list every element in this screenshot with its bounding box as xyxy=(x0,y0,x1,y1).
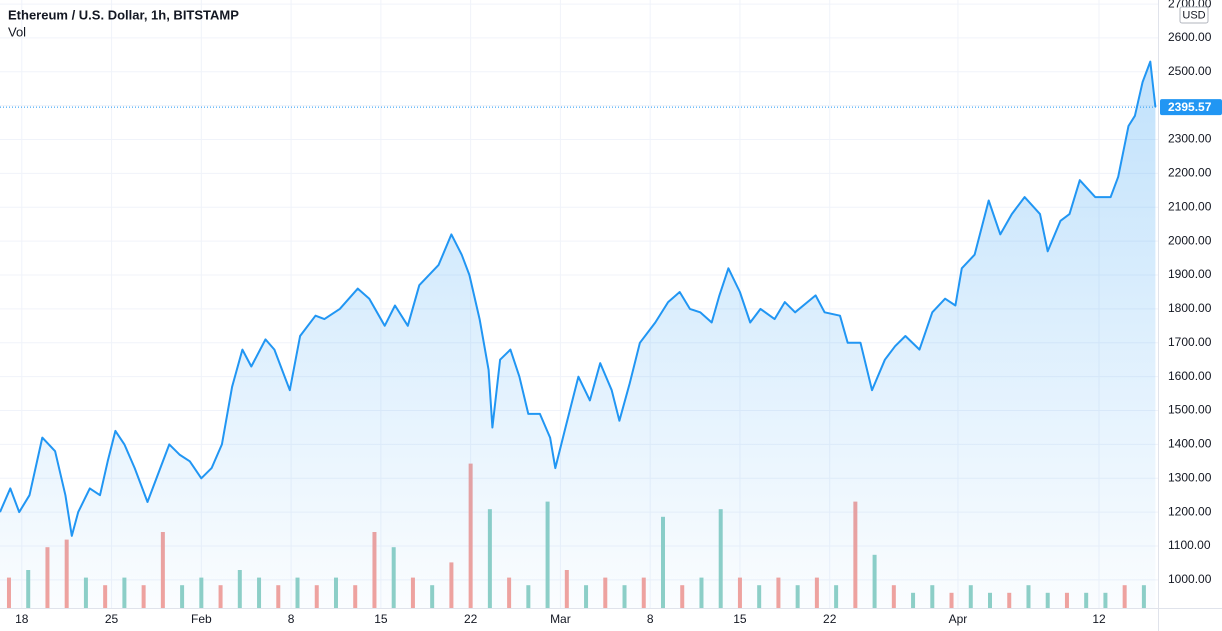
last-price-label: 2395.57 xyxy=(1168,100,1212,114)
chart-title: Ethereum / U.S. Dollar, 1h, BITSTAMP xyxy=(8,7,239,22)
y-tick-label: 2000.00 xyxy=(1168,233,1212,247)
x-tick-label: 12 xyxy=(1092,612,1106,626)
y-tick-label: 2300.00 xyxy=(1168,132,1212,146)
y-tick-label: 1500.00 xyxy=(1168,403,1212,417)
x-tick-label: 18 xyxy=(15,612,29,626)
unit-box xyxy=(1179,6,1209,24)
x-tick-label: Apr xyxy=(949,612,968,626)
x-tick-label: 15 xyxy=(733,612,747,626)
y-tick-label: 1800.00 xyxy=(1168,301,1212,315)
unit-label: USD xyxy=(1182,9,1205,21)
x-tick-label: 8 xyxy=(647,612,654,626)
y-tick-label: 1200.00 xyxy=(1168,504,1212,518)
x-tick-label: 22 xyxy=(464,612,478,626)
price xyxy=(0,60,1158,609)
y-tick-label: 2500.00 xyxy=(1168,64,1212,78)
x-tick-label: Mar xyxy=(550,612,571,626)
y-tick-label: 1900.00 xyxy=(1168,267,1212,281)
price-area xyxy=(0,61,1156,609)
y-tick-label: 2700.00 xyxy=(1168,0,1212,10)
y-tick-label: 1100.00 xyxy=(1168,538,1211,552)
y-tick-label: 2200.00 xyxy=(1168,166,1212,180)
y-tick-label: 1300.00 xyxy=(1168,470,1212,484)
x-tick-label: 22 xyxy=(823,612,837,626)
chart-subtitle: Vol xyxy=(8,24,26,39)
x-tick-label: Feb xyxy=(191,612,212,626)
x-tick-label: 15 xyxy=(374,612,388,626)
price-line xyxy=(0,60,1157,537)
x-tick-label: 8 xyxy=(288,612,295,626)
y-tick-label: 2600.00 xyxy=(1168,30,1212,44)
last-price-box xyxy=(1160,99,1222,116)
y-tick-label: 1700.00 xyxy=(1168,335,1212,349)
x-tick-label: 25 xyxy=(105,612,119,626)
y-tick-label: 1400.00 xyxy=(1168,437,1212,451)
y-tick-label: 2100.00 xyxy=(1168,199,1212,213)
y-tick-label: 1000.00 xyxy=(1168,572,1212,586)
y-tick-label: 1600.00 xyxy=(1168,369,1212,383)
